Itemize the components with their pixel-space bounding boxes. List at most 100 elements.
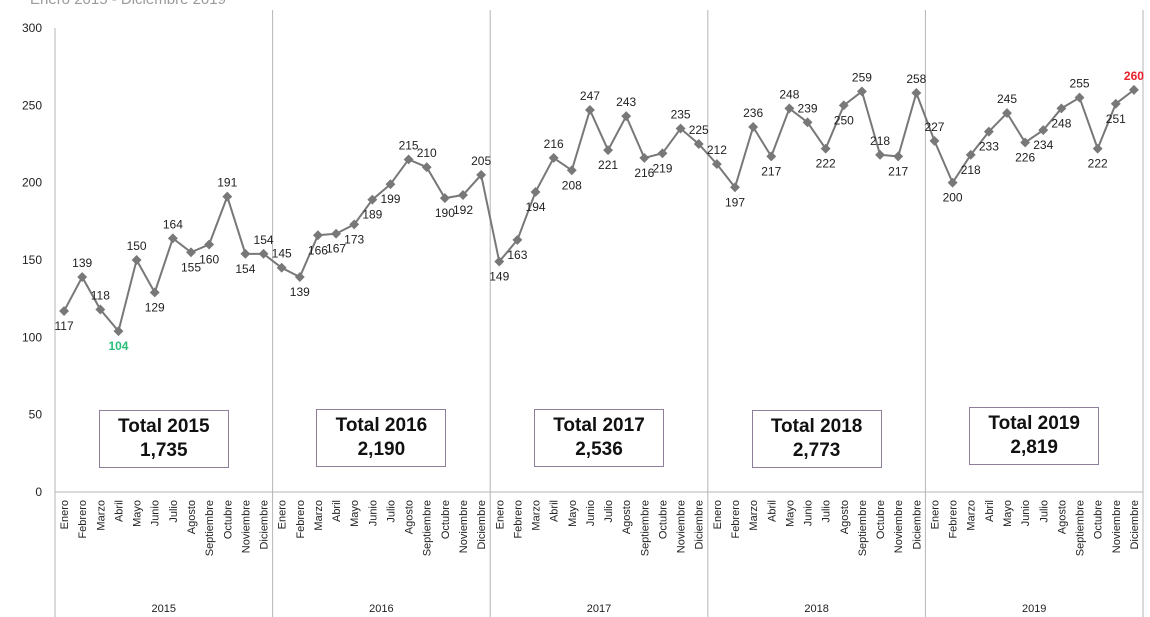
total-value: 2,773 [792,440,841,461]
x-tick-label: Junio [803,500,815,526]
x-tick-label: Enero [59,500,71,529]
x-tick-label: Marzo [95,500,107,531]
data-label: 235 [671,108,691,122]
data-point [476,169,487,180]
data-label: 216 [634,166,654,180]
data-label: 212 [707,143,727,157]
data-point [312,230,323,241]
total-value: 1,735 [140,440,188,461]
x-tick-label: Diciembre [1129,500,1141,550]
total-label: Total 2019 [988,413,1080,434]
data-label: 210 [417,146,437,160]
data-point [947,177,958,188]
data-point [204,239,215,250]
x-tick-label: Febrero [512,500,524,539]
data-label: 118 [91,288,110,302]
data-label: 219 [652,161,672,175]
x-tick-label: Agosto [839,500,851,534]
total-box-2018: Total 2018 2,773 [751,410,882,468]
x-tick-label: Febrero [295,500,307,539]
x-tick-label: Febrero [77,500,89,539]
data-label: 222 [1088,157,1108,171]
x-tick-label: Diciembre [911,500,923,550]
data-label: 248 [779,87,799,101]
data-point [1074,92,1085,103]
y-tick-label: 50 [29,408,43,422]
x-tick-label: Enero [712,500,724,529]
data-point [439,193,450,204]
data-label: 154 [235,262,255,276]
x-tick-label: Julio [1038,500,1050,523]
data-point [838,100,849,111]
data-label: 150 [127,239,147,253]
x-tick-label: Septiembre [1075,500,1087,556]
data-point [186,247,196,258]
data-point [530,186,541,197]
x-tick-label: Enero [494,500,506,529]
x-tick-label: Enero [929,500,941,529]
total-label: Total 2016 [335,415,428,436]
data-label: 104 [108,339,128,353]
data-label: 226 [1015,150,1035,164]
data-point [1110,98,1121,109]
data-label: 129 [145,300,165,314]
y-tick-label: 300 [22,21,42,35]
data-label: 234 [1033,138,1053,152]
data-point [621,111,632,122]
data-point [1002,108,1012,119]
total-value: 2,536 [575,439,623,460]
data-point [675,123,686,134]
data-point [349,219,360,230]
x-tick-label: Septiembre [639,500,651,556]
data-point [548,152,559,163]
data-label: 149 [489,270,509,284]
total-label: Total 2015 [118,416,210,437]
total-value: 2,190 [357,439,406,460]
data-label: 199 [380,192,400,206]
data-label: 145 [272,247,292,261]
data-label: 248 [1051,116,1071,130]
x-tick-label: Abril [331,500,343,522]
x-tick-label: Octubre [875,500,887,539]
x-tick-label: Noviembre [1111,500,1123,553]
data-label: 208 [562,178,582,192]
data-point [784,103,795,114]
data-label: 205 [471,154,491,168]
x-tick-label: Marzo [966,500,978,531]
data-point [911,88,922,98]
data-point [77,272,88,282]
data-label: 200 [943,191,963,205]
data-label: 190 [435,206,455,220]
x-tick-label: Marzo [748,500,760,531]
x-tick-label: Octubre [222,500,234,539]
total-box-2016: Total 2016 2,190 [316,409,447,467]
y-tick-label: 200 [22,176,42,190]
data-point [566,165,577,176]
x-tick-label: Mayo [784,500,796,527]
data-label: 218 [961,163,981,177]
y-tick-label: 150 [22,253,42,267]
x-tick-label: Diciembre [259,500,271,550]
data-point [1128,84,1139,95]
data-label: 163 [507,248,527,262]
data-label: 215 [399,138,419,152]
x-tick-label: Julio [385,500,397,523]
data-point [983,126,994,137]
x-tick-label: Agosto [621,500,633,534]
x-tick-label: Octubre [657,500,669,539]
x-tick-label: Mayo [349,500,361,527]
data-label: 259 [852,70,872,84]
data-point [385,179,396,190]
data-label: 194 [526,200,546,214]
x-tick-label: Mayo [1002,500,1014,527]
total-value: 2,819 [1010,437,1058,458]
total-box-2015: Total 2015 1,735 [98,410,229,468]
year-label: 2016 [369,603,393,615]
data-label: 155 [181,260,201,274]
data-point [657,148,668,159]
x-tick-label: Abril [766,500,778,522]
x-tick-label: Marzo [313,500,325,531]
x-tick-label: Diciembre [694,500,706,550]
x-tick-label: Mayo [132,500,144,527]
x-tick-label: Agosto [1056,500,1068,534]
